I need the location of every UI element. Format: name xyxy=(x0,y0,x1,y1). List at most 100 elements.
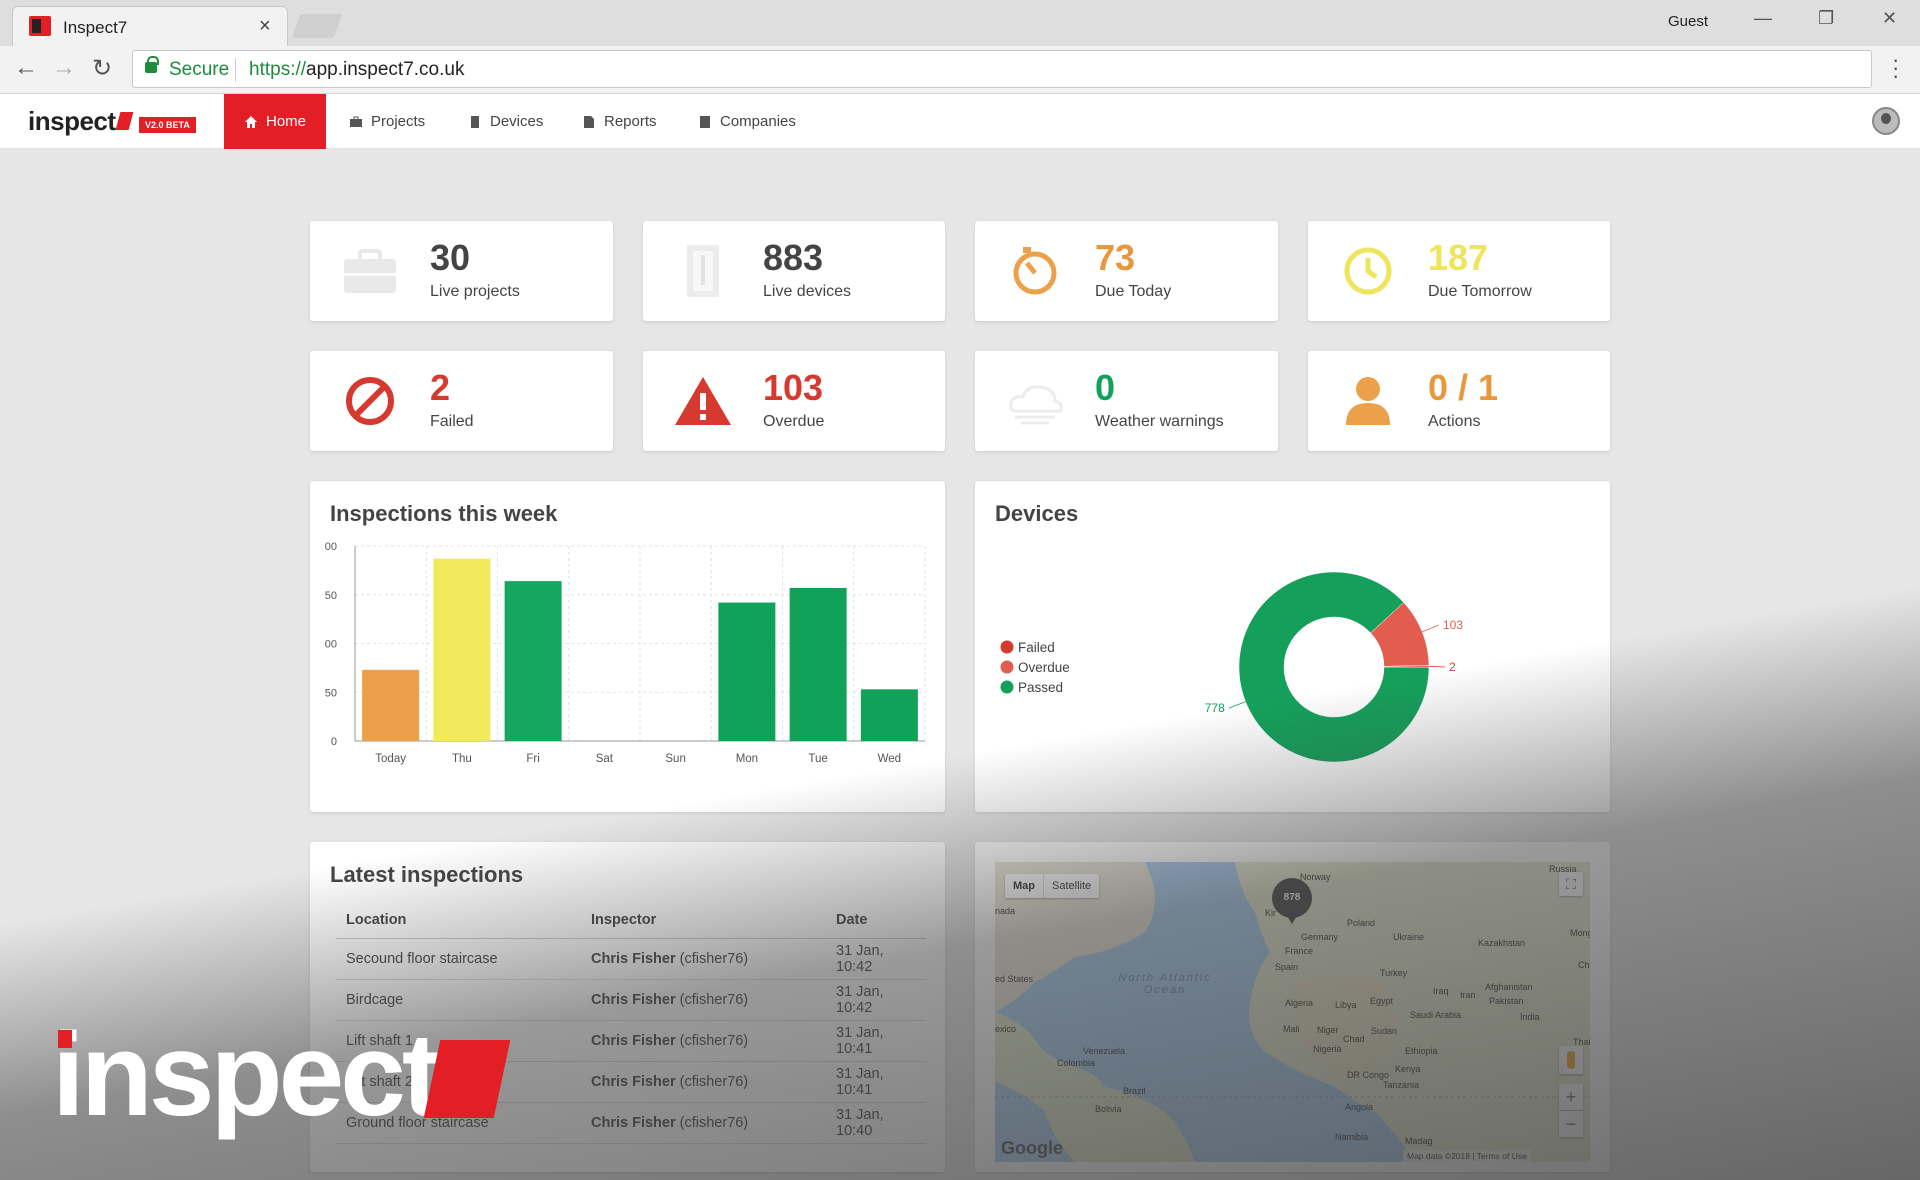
legend-swatch xyxy=(1000,640,1014,654)
nav-devices-label: Devices xyxy=(490,113,544,130)
fullscreen-icon[interactable]: ⛶ xyxy=(1559,872,1583,896)
map-label: Norway xyxy=(1300,872,1331,882)
x-tick-label: Wed xyxy=(878,753,901,765)
nav-reports[interactable]: Reports xyxy=(582,94,657,149)
x-tick-label: Fri xyxy=(526,753,539,765)
stat-value: 0 xyxy=(1095,367,1116,408)
reload-icon[interactable]: ↻ xyxy=(92,55,113,82)
avatar[interactable] xyxy=(1872,107,1900,135)
stat-label: Actions xyxy=(1428,413,1481,430)
map[interactable]: North Atlantic Ocean Norway Poland Ukrai… xyxy=(995,862,1590,1162)
map-label: Turkey xyxy=(1380,968,1408,978)
forward-icon[interactable]: → xyxy=(52,54,76,81)
map-label: Iraq xyxy=(1433,986,1449,996)
browser-menu-icon[interactable]: · · · xyxy=(1892,47,1900,88)
inspector-cell: Chris Fisher (cfisher76) xyxy=(581,1020,826,1062)
stat-card-live-projects[interactable]: 30 Live projects xyxy=(310,221,613,321)
url-host: app.inspect7.co.uk xyxy=(306,59,465,80)
back-icon[interactable]: ← xyxy=(14,54,38,81)
map-label: Poland xyxy=(1347,918,1376,928)
nav-home-label: Home xyxy=(266,113,307,130)
minimize-icon[interactable]: — xyxy=(1754,8,1772,28)
column-header[interactable]: Inspector xyxy=(581,902,826,939)
stat-card-live-devices[interactable]: 883 Live devices xyxy=(643,221,945,321)
map-cluster-marker[interactable]: 878 xyxy=(1272,878,1312,924)
cloud-icon xyxy=(1009,385,1063,425)
map-label: Ukraine xyxy=(1393,932,1425,942)
browser-toolbar: ← → ↻ Secure https://app.inspect7.co.uk … xyxy=(0,46,1920,94)
tab-close-icon[interactable]: × xyxy=(259,15,271,37)
restore-icon[interactable]: ❐ xyxy=(1818,8,1835,28)
app-logo[interactable]: inspect xyxy=(28,106,133,137)
window-close-icon[interactable]: ✕ xyxy=(1882,8,1898,28)
map-type-map-button[interactable]: Map xyxy=(1005,874,1044,898)
browser-tab[interactable]: Inspect7 × xyxy=(12,6,288,46)
profile-label[interactable]: Guest xyxy=(1668,13,1709,30)
stat-card-due-tomorrow[interactable]: 187 Due Tomorrow xyxy=(1308,221,1610,321)
column-header[interactable]: Date xyxy=(826,902,926,939)
map-label: Algeria xyxy=(1285,998,1314,1008)
devices-card: Devices 778 103 2 Failed Overdue Passed xyxy=(975,481,1610,812)
nav-companies[interactable]: Companies xyxy=(698,94,796,149)
stat-label: Due Today xyxy=(1095,283,1172,300)
device-icon xyxy=(471,115,479,128)
zoom-in-button[interactable]: + xyxy=(1559,1084,1583,1110)
terms-link[interactable]: Terms of Use xyxy=(1476,1151,1527,1161)
inspector-handle: (cfisher76) xyxy=(679,951,749,967)
inspections-week-card: Inspections this week 0 50 00 50 00 Today Thu F… xyxy=(310,481,945,812)
timer-icon xyxy=(1013,247,1057,295)
map-label: Chad xyxy=(1343,1034,1365,1044)
nav-home[interactable]: Home xyxy=(224,94,327,149)
bar xyxy=(362,669,420,741)
ocean-label: North Atlantic Ocean xyxy=(1118,972,1212,996)
stat-value: 30 xyxy=(430,237,471,278)
stat-card-due-today[interactable]: 73 Due Today xyxy=(975,221,1278,321)
legend-swatch xyxy=(1000,680,1014,694)
stat-card-weather[interactable]: 0 Weather warnings xyxy=(975,351,1278,451)
address-bar[interactable]: Secure https://app.inspect7.co.uk xyxy=(132,50,1872,88)
map-label: Angola xyxy=(1345,1102,1374,1112)
stat-card-overdue[interactable]: 103 Overdue xyxy=(643,351,945,451)
map-label: Madag xyxy=(1405,1136,1433,1146)
logo-text: inspect xyxy=(28,106,116,136)
url-text[interactable]: https://app.inspect7.co.uk xyxy=(249,59,464,81)
stat-card-failed[interactable]: 2 Failed xyxy=(310,351,613,451)
x-tick-label: Sat xyxy=(596,753,614,765)
map-type-satellite-button[interactable]: Satellite xyxy=(1052,880,1092,892)
slice-leader-line xyxy=(1422,624,1440,633)
nav-devices[interactable]: Devices xyxy=(468,94,543,149)
map-label: Kenya xyxy=(1395,1064,1421,1074)
map-data-text: Map data ©2018 xyxy=(1407,1151,1470,1161)
map-label: DR Congo xyxy=(1347,1070,1390,1080)
column-header[interactable]: Location xyxy=(336,902,581,939)
date-cell: 31 Jan, 10:41 xyxy=(826,1020,926,1062)
tab-title: Inspect7 xyxy=(63,18,128,37)
zoom-out-button[interactable]: − xyxy=(1559,1111,1583,1137)
nav-projects[interactable]: Projects xyxy=(349,94,425,149)
map-label: Tanzania xyxy=(1383,1080,1420,1090)
inspector-handle: (cfisher76) xyxy=(679,1115,749,1131)
stat-value: 73 xyxy=(1095,237,1136,278)
user-icon xyxy=(1346,377,1390,425)
bar xyxy=(433,558,491,741)
inspector-name: Chris Fisher xyxy=(591,951,676,967)
app-navbar: inspect V2.0 BETA Home Projects Devices … xyxy=(0,94,1920,149)
date-cell: 31 Jan, 10:42 xyxy=(826,979,926,1021)
map-label: France xyxy=(1285,946,1314,956)
inspector-cell: Chris Fisher (cfisher76) xyxy=(581,938,826,980)
slice-leader-line xyxy=(1228,701,1246,709)
map-label: Egypt xyxy=(1370,996,1394,1006)
stat-value: 103 xyxy=(763,367,824,408)
favicon-icon xyxy=(29,16,51,36)
pegman-icon[interactable] xyxy=(1559,1046,1583,1074)
stat-card-actions[interactable]: 0 / 1 Actions xyxy=(1308,351,1610,451)
new-tab-button[interactable] xyxy=(291,14,343,38)
x-tick-label: Today xyxy=(375,753,406,765)
map-label: Saudi Arabia xyxy=(1410,1010,1462,1020)
map-label: Niger xyxy=(1317,1025,1339,1035)
inspector-handle: (cfisher76) xyxy=(679,992,749,1008)
building-icon xyxy=(700,115,710,128)
table-row[interactable]: Secound floor staircase Chris Fisher (cfi… xyxy=(336,938,926,980)
map-type-control: Map Satellite xyxy=(1005,874,1100,898)
legend-label: Overdue xyxy=(1018,660,1070,675)
